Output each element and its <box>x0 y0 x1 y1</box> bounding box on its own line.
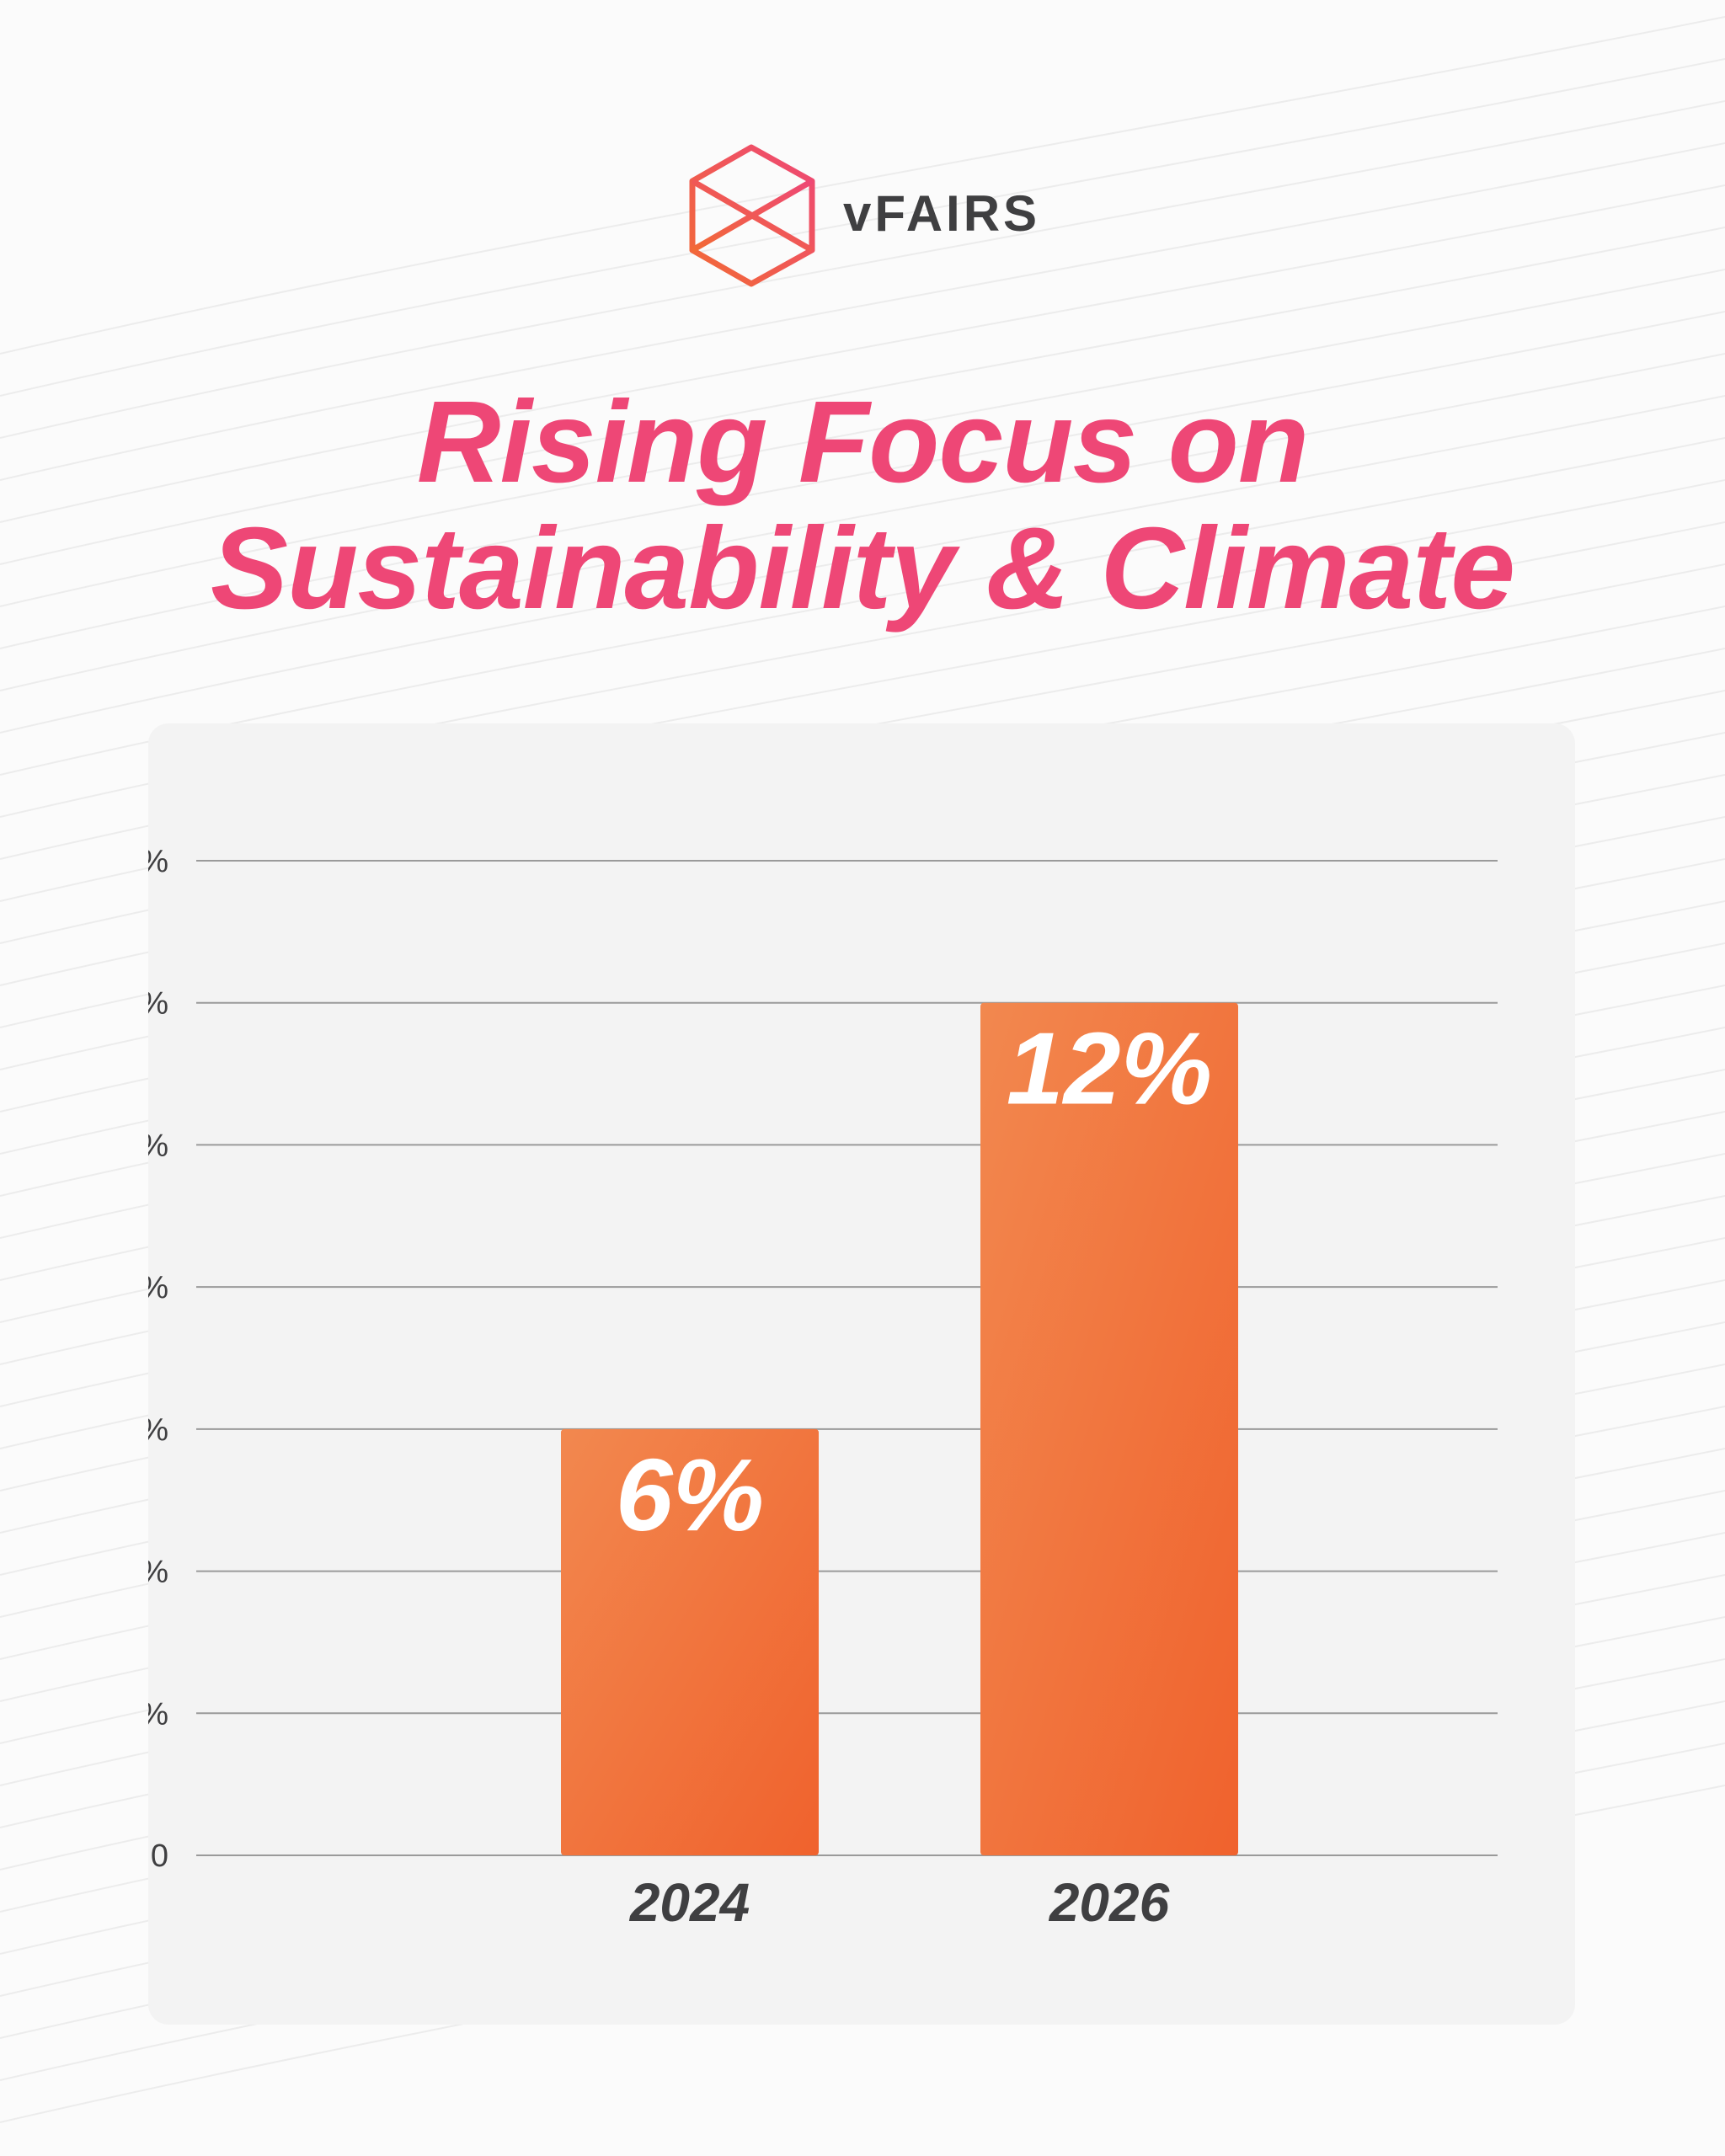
brand-name: vFAIRS <box>843 185 1041 242</box>
wave-line <box>0 311 1725 649</box>
y-tick-label: 2% <box>148 1696 168 1732</box>
wave-line <box>0 353 1725 691</box>
bar-2024 <box>561 1428 819 1855</box>
chart-panel: 0 2% 4% 6% 8% 10% 12% 14% 6% 2024 12% 2026 <box>148 723 1575 2025</box>
wave-line <box>0 269 1725 607</box>
x-tick-label: 2024 <box>629 1872 750 1933</box>
wave-line <box>0 16 1725 355</box>
brand-logo: vFAIRS <box>688 144 1042 287</box>
y-tick-label: 0 <box>151 1838 168 1874</box>
wave-line <box>0 142 1725 481</box>
y-tick-label: 4% <box>148 1555 168 1590</box>
x-tick-label: 2026 <box>1049 1872 1170 1933</box>
page-title: Rising Focus on Sustainability & Climate <box>0 379 1725 632</box>
wave-line <box>0 100 1725 439</box>
wave-line <box>0 184 1725 523</box>
y-tick-label: 6% <box>148 1412 168 1448</box>
wave-line <box>0 437 1725 776</box>
wave-line <box>0 395 1725 734</box>
data-label: 12% <box>1007 1011 1212 1126</box>
y-tick-label: 8% <box>148 1270 168 1305</box>
bar-2026 <box>980 1002 1238 1855</box>
y-tick-label: 14% <box>148 844 168 879</box>
y-tick-label: 12% <box>148 986 168 1022</box>
y-tick-label: 10% <box>148 1128 168 1163</box>
wave-line <box>0 58 1725 397</box>
title-line-1: Rising Focus on <box>416 377 1309 507</box>
bar-chart: 0 2% 4% 6% 8% 10% 12% 14% 6% 2024 12% 2026 <box>148 844 1498 1933</box>
wave-line <box>0 227 1725 565</box>
data-label: 6% <box>616 1438 764 1552</box>
title-line-2: Sustainability & Climate <box>210 504 1515 633</box>
hexagon-cube-icon <box>689 144 815 287</box>
